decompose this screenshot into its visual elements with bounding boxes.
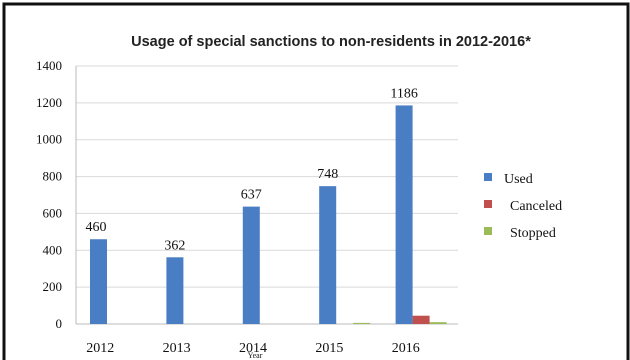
grid-lines — [76, 65, 458, 325]
data-label: 460 — [86, 220, 107, 235]
y-tick-label: 1200 — [36, 95, 62, 110]
y-tick-label: 0 — [56, 316, 63, 331]
x-axis-label: Year — [248, 351, 263, 360]
y-axis: 0 200 400 600 800 1000 1200 1400 — [36, 58, 77, 331]
data-label: 637 — [241, 188, 262, 203]
legend-label-used: Used — [504, 172, 533, 187]
chart-title: Usage of special sanctions to non-reside… — [131, 34, 531, 50]
data-label: 362 — [164, 238, 185, 253]
y-tick-label: 1000 — [36, 132, 62, 147]
bars — [90, 105, 447, 325]
legend-swatch-stopped — [484, 227, 492, 235]
bar-used-2012 — [90, 239, 107, 324]
legend-swatch-used — [484, 173, 492, 181]
bar-used-2015 — [319, 186, 337, 324]
x-tick-label: 2015 — [315, 341, 343, 356]
legend: Used Canceled Stopped — [484, 172, 562, 241]
legend-swatch-canceled — [484, 200, 492, 208]
x-tick-label: 2014 — [239, 341, 267, 356]
x-tick-label: 2016 — [392, 341, 420, 356]
bar-used-2013 — [166, 257, 184, 324]
data-label: 748 — [317, 167, 338, 182]
bar-used-2016 — [395, 105, 413, 325]
x-tick-label: 2013 — [163, 341, 191, 356]
x-axis: 2012 2013 2014 2015 2016 — [86, 341, 420, 356]
y-tick-label: 600 — [43, 205, 63, 220]
legend-label-stopped: Stopped — [510, 226, 556, 241]
data-labels: 460 362 637 748 1186 — [86, 86, 418, 253]
bar-stopped-2016 — [429, 322, 447, 324]
x-tick-label: 2012 — [86, 341, 114, 356]
bar-used-2014 — [242, 206, 260, 324]
data-label: 1186 — [390, 86, 417, 101]
y-tick-label: 1400 — [36, 58, 62, 73]
y-tick-label: 400 — [43, 242, 63, 257]
y-tick-label: 800 — [43, 169, 63, 184]
bar-canceled-2016 — [412, 315, 430, 324]
bar-stopped-2015 — [353, 322, 371, 324]
legend-label-canceled: Canceled — [510, 199, 562, 214]
y-tick-label: 200 — [43, 279, 63, 294]
